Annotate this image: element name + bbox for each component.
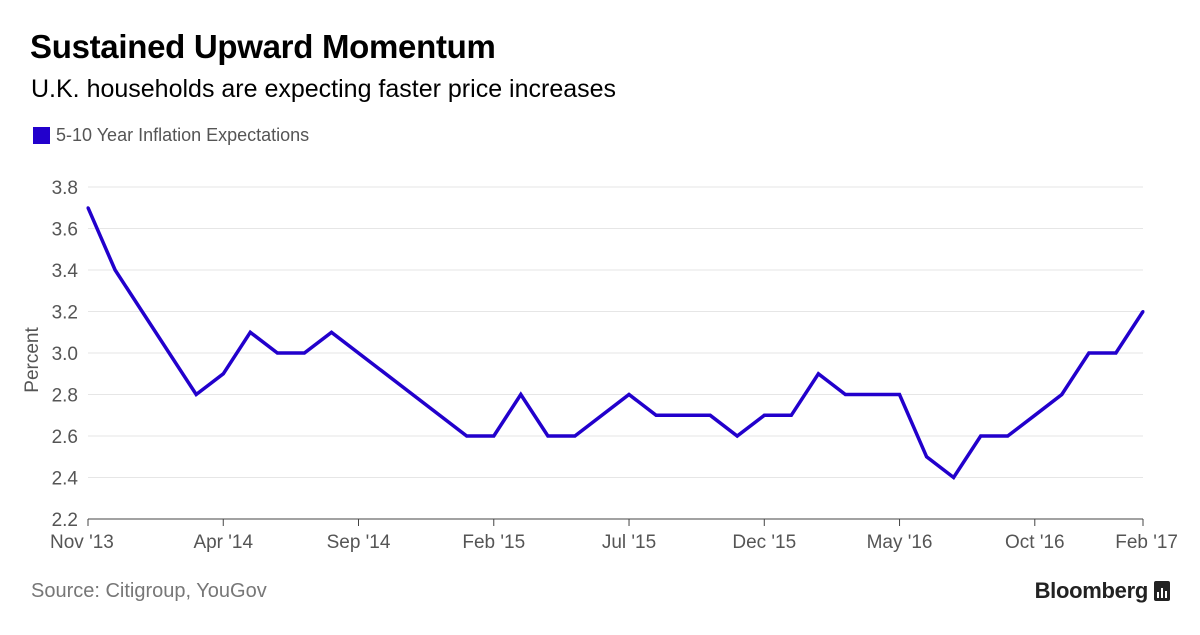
data-point [870,393,874,396]
data-point [248,330,252,334]
chart-subtitle: U.K. households are expecting faster pri… [31,75,617,103]
data-point [465,434,469,438]
x-axis-ticks: Nov '13 Apr '14 Sep '14 Feb '15 Jul '15 Dec '… [50,519,1178,553]
data-point [735,434,739,438]
brand-logo: Bloomberg [1035,578,1170,604]
y-tick-label: 2.8 [52,386,78,407]
data-point [113,268,117,272]
y-axis-label: Percent [22,327,43,393]
bloomberg-terminal-icon [1154,581,1170,601]
data-point [275,351,279,355]
x-tick-label: Feb '17 [1115,532,1178,553]
legend-swatch [33,127,50,144]
y-tick-label: 3.0 [52,344,78,365]
series-group [86,206,1145,481]
data-point [519,393,523,396]
x-tick-label: Sep '14 [327,532,391,553]
data-point [762,413,766,417]
data-point [492,434,496,438]
data-point [925,455,929,459]
x-tick-label: Feb '15 [462,532,525,553]
legend: 5-10 Year Inflation Expectations [33,125,309,146]
data-point [1114,351,1118,355]
y-tick-label: 2.4 [52,469,79,490]
data-point [1006,434,1010,438]
y-tick-label: 3.8 [52,178,78,199]
data-point [546,434,550,438]
chart-title: Sustained Upward Momentum [30,28,496,65]
gridlines [88,186,1143,478]
x-tick-label: Nov '13 [50,532,114,553]
y-tick-label: 3.4 [52,261,79,282]
data-point [86,206,90,210]
data-point [979,434,983,438]
y-tick-label: 3.2 [52,303,78,324]
data-point [708,413,712,417]
data-point [681,413,685,417]
data-point [1141,310,1145,313]
x-tick-label: Dec '15 [732,532,796,553]
y-tick-label: 2.2 [52,510,78,531]
source-note: Source: Citigroup, YouGov [31,580,267,602]
data-point [302,351,306,355]
legend-label: 5-10 Year Inflation Expectations [56,125,310,145]
data-point [573,434,577,438]
data-point [221,372,225,376]
x-tick-label: Jul '15 [602,532,656,553]
y-tick-label: 2.6 [52,427,78,448]
data-point [654,413,658,417]
data-point [1033,413,1037,417]
data-point [1087,351,1091,355]
x-tick-label: Apr '14 [193,532,253,553]
x-tick-label: May '16 [867,532,933,553]
data-point [816,372,820,376]
x-tick-label: Oct '16 [1005,532,1065,553]
data-point [843,393,847,396]
data-point [627,393,631,396]
data-point [1060,393,1064,396]
y-axis-ticks: 3.8 3.6 3.4 3.2 3.0 2.8 2.6 2.4 2.2 [52,178,79,531]
brand-name: Bloomberg [1034,578,1149,603]
series-line [86,207,1145,481]
data-point [194,393,198,396]
data-point [789,413,793,417]
data-point [329,330,333,334]
data-point [898,393,902,396]
y-tick-label: 3.6 [52,220,78,241]
data-point [952,476,956,479]
